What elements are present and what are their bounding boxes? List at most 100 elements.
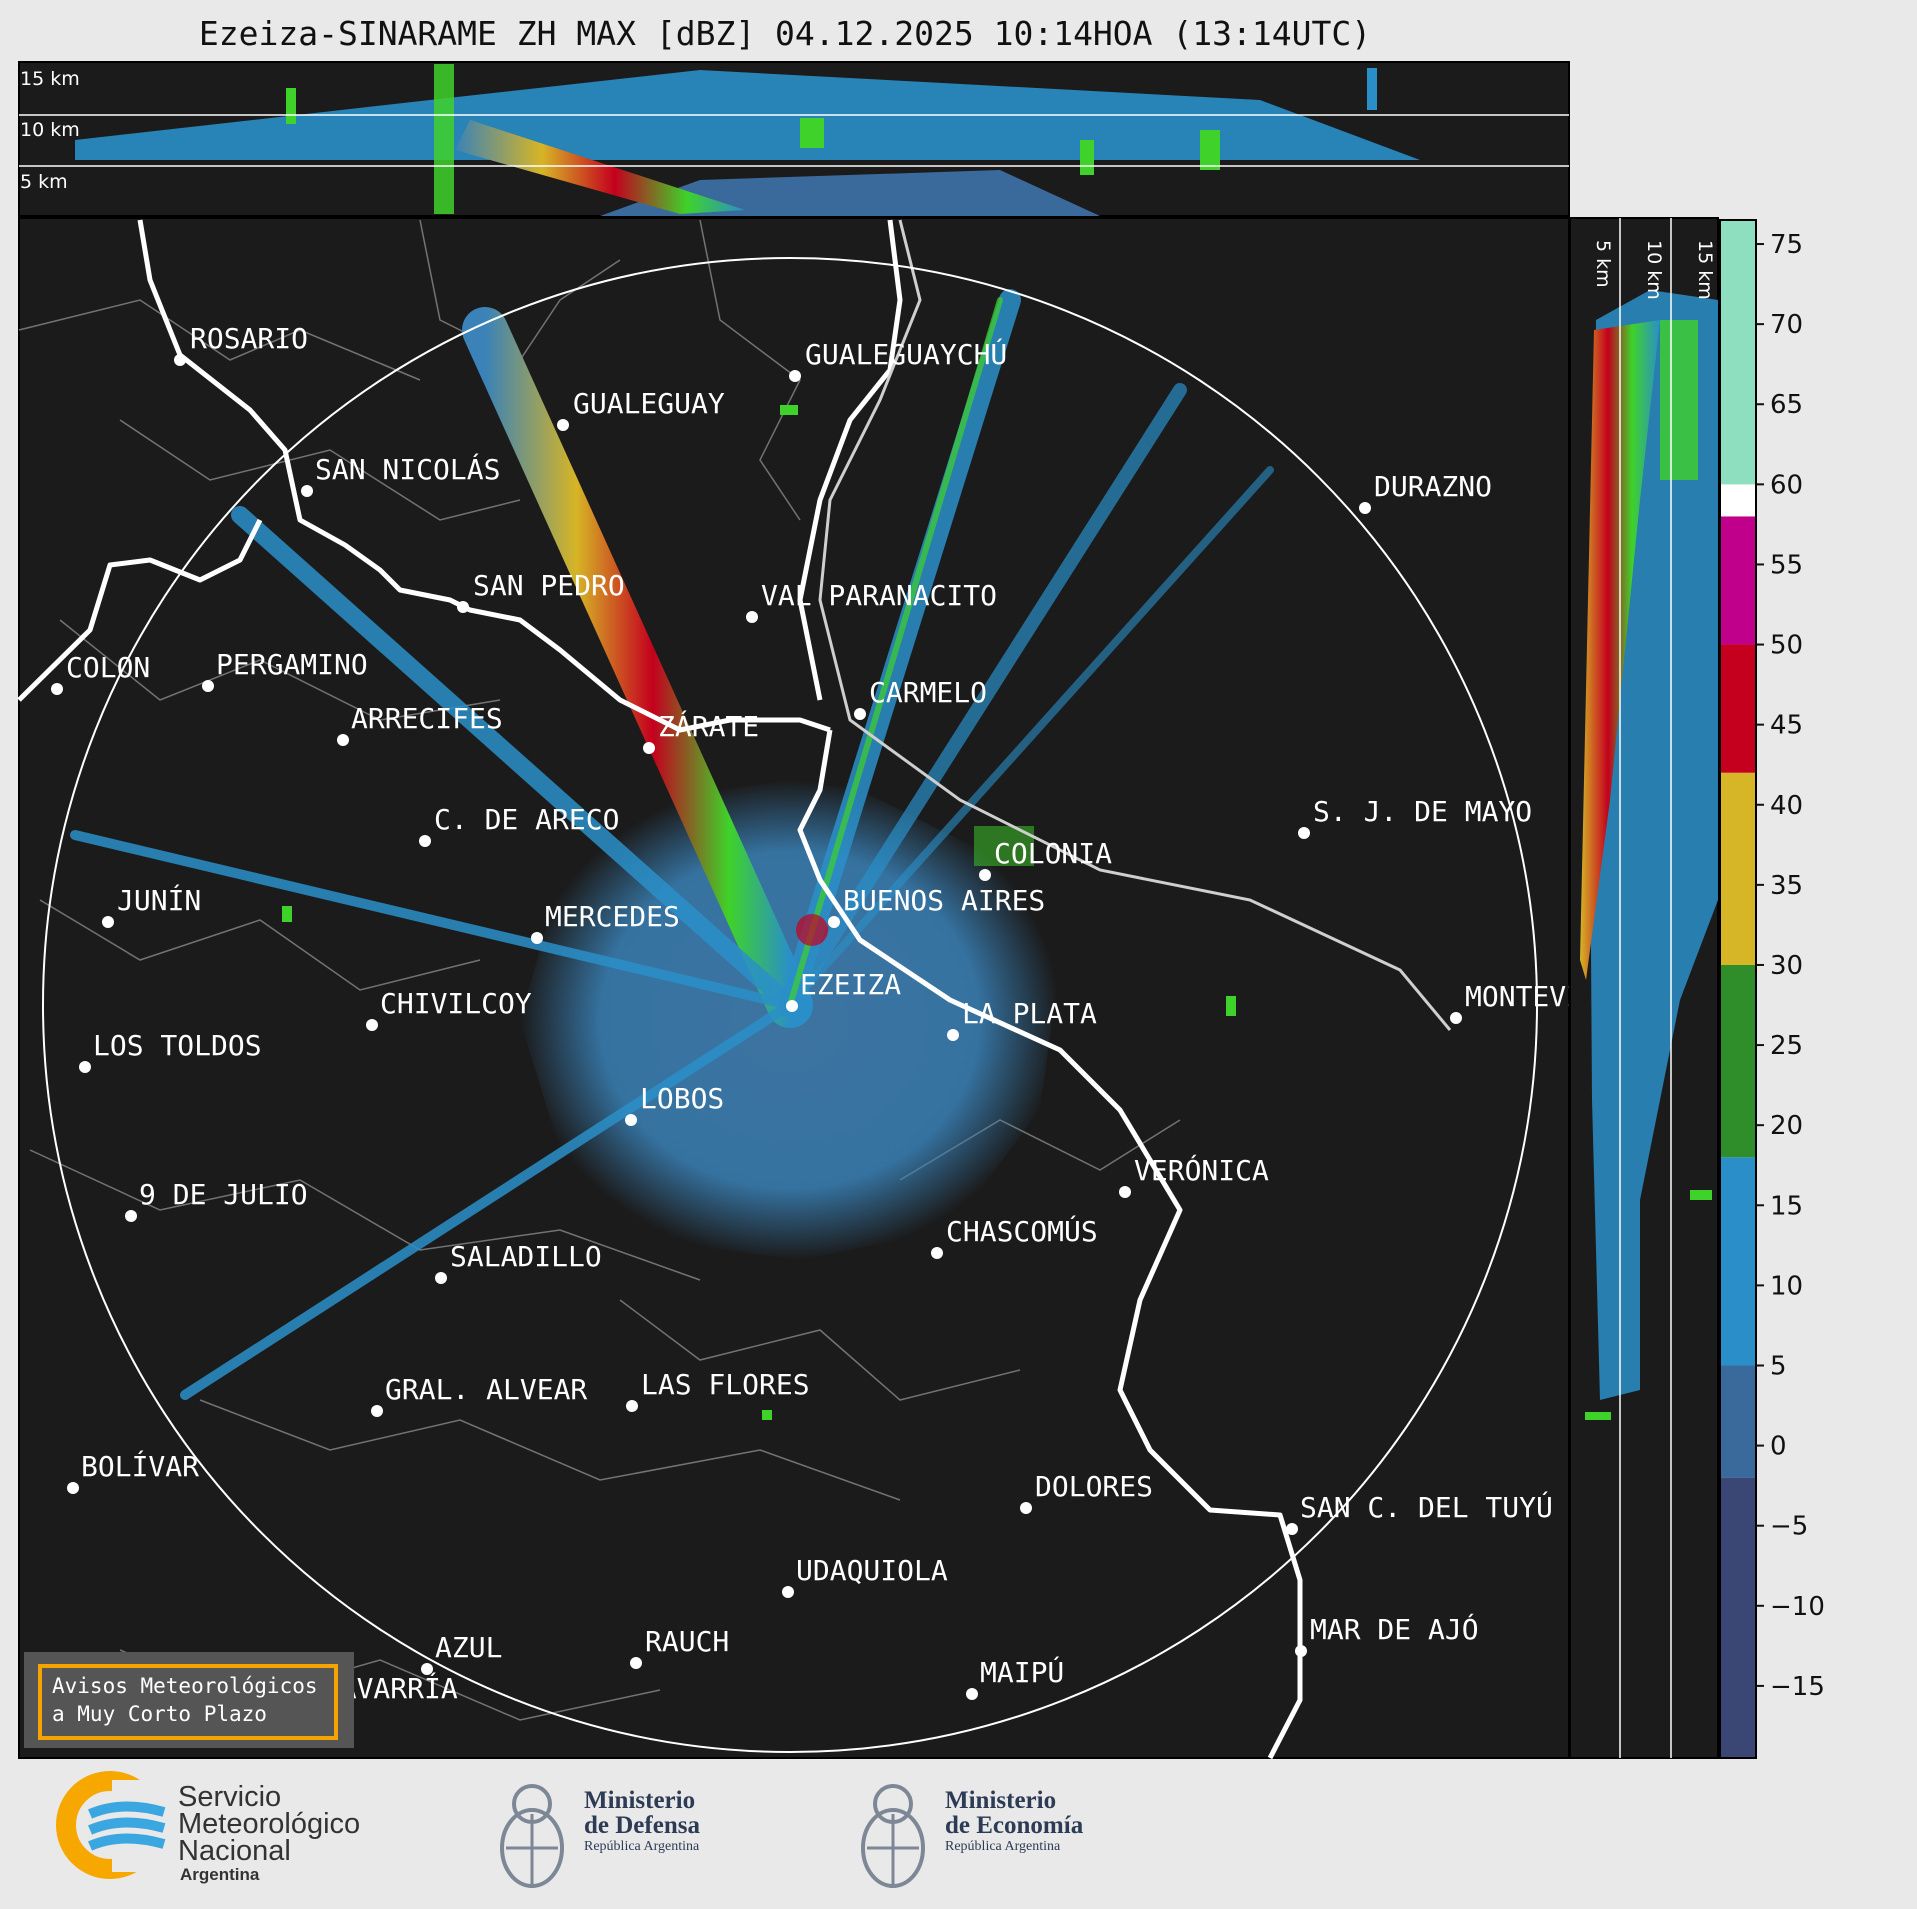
- warning-line-2: a Muy Corto Plazo: [52, 1702, 267, 1726]
- admin-boundaries: [18, 219, 1181, 1721]
- colorbar-band-2: [1720, 1157, 1756, 1366]
- svg-text:MAR DE AJÓ: MAR DE AJÓ: [1310, 1612, 1479, 1646]
- defensa-sub: República Argentina: [584, 1839, 700, 1854]
- small-echo-cells: [282, 405, 1236, 1420]
- warning-banner[interactable]: Avisos Meteorológicos a Muy Corto Plazo: [24, 1652, 354, 1748]
- radar-figure: 15 km 10 km 5 km: [17, 61, 1825, 1760]
- city-bolivar: BOLÍVAR: [67, 1449, 199, 1494]
- colorbar-tick-label: 65: [1770, 390, 1803, 420]
- main-map-panel: ROSARIO GUALEGUAYCHÚ GUALEGUAY SAN NICOL…: [17, 217, 1634, 1760]
- city-zarate: ZÁRATE: [643, 709, 759, 754]
- city-c-de-areco: C. DE ARECO: [419, 803, 619, 847]
- city-gral-alvear: GRAL. ALVEAR: [371, 1373, 587, 1417]
- colorbar-tick-label: 60: [1770, 470, 1803, 500]
- colorbar-tick-label: 45: [1770, 711, 1803, 741]
- svg-text:GRAL. ALVEAR: GRAL. ALVEAR: [385, 1373, 587, 1406]
- svg-text:DURAZNO: DURAZNO: [1374, 470, 1492, 503]
- colorbar-tick-label: 20: [1770, 1111, 1803, 1141]
- side-alt-label-10km: 10 km: [1643, 240, 1665, 300]
- colorbar-tick-label: 70: [1770, 310, 1803, 340]
- smn-line-3: Nacional: [178, 1835, 291, 1867]
- economia-line-2: de Economía: [945, 1812, 1084, 1839]
- coat-of-arms-icon: [500, 1784, 564, 1888]
- smn-line-2: Meteorológico: [178, 1808, 361, 1840]
- city-la-plata: LA PLATA: [947, 997, 1097, 1041]
- colorbar-band-3: [1720, 964, 1756, 1158]
- river-uruguay: [818, 219, 1452, 1031]
- svg-text:BUENOS AIRES: BUENOS AIRES: [843, 884, 1045, 917]
- colorbar-band-6: [1720, 516, 1756, 645]
- colorbar-tick-label: 75: [1770, 230, 1803, 260]
- colorbar-tick-label: −5: [1770, 1512, 1808, 1542]
- svg-text:SAN PEDRO: SAN PEDRO: [473, 569, 625, 602]
- svg-text:CHASCOMÚS: CHASCOMÚS: [946, 1214, 1098, 1248]
- svg-text:VERÓNICA: VERÓNICA: [1134, 1153, 1269, 1187]
- warning-banner-border: Avisos Meteorológicos a Muy Corto Plazo: [38, 1664, 338, 1740]
- svg-text:SAN NICOLÁS: SAN NICOLÁS: [315, 452, 500, 486]
- side-alt-label-15km: 15 km: [1694, 240, 1716, 300]
- city-colonia: COLONIA: [979, 837, 1112, 881]
- defensa-line-2: de Defensa: [584, 1812, 700, 1839]
- top-alt-label-10km: 10 km: [20, 119, 80, 141]
- city-colon: COLON: [51, 651, 150, 695]
- city-9-de-julio: 9 DE JULIO: [125, 1178, 308, 1222]
- city-rauch: RAUCH: [630, 1625, 729, 1669]
- svg-text:9 DE JULIO: 9 DE JULIO: [139, 1178, 308, 1211]
- city-maipu: MAIPÚ: [966, 1655, 1064, 1700]
- svg-text:COLONIA: COLONIA: [994, 837, 1112, 870]
- colorbar-tick-label: 15: [1770, 1191, 1803, 1221]
- city-san-nicolas: SAN NICOLÁS: [301, 452, 500, 497]
- defensa-line-1: Ministerio: [584, 1787, 696, 1814]
- city-chascomus: CHASCOMÚS: [931, 1214, 1098, 1259]
- city-gualeguaychu: GUALEGUAYCHÚ: [789, 337, 1007, 382]
- svg-text:LAS FLORES: LAS FLORES: [641, 1368, 810, 1401]
- top-cross-section-panel: 15 km 10 km 5 km: [18, 61, 1570, 217]
- radial-streaks: [70, 289, 1274, 1400]
- colorbar-band-4: [1720, 772, 1756, 965]
- colorbar-tick-label: −15: [1770, 1672, 1825, 1702]
- svg-text:ARRECIFES: ARRECIFES: [351, 702, 503, 735]
- city-san-c-del-tuyu: SAN C. DEL TUYÚ: [1286, 1490, 1553, 1535]
- svg-text:C. DE ARECO: C. DE ARECO: [434, 803, 619, 836]
- svg-text:ROSARIO: ROSARIO: [190, 322, 308, 355]
- defensa-logo: Ministerio de Defensa República Argentin…: [492, 1774, 752, 1894]
- side-cross-section-panel: 5 km 10 km 15 km: [1569, 217, 1719, 1759]
- svg-text:EZEIZA: EZEIZA: [800, 968, 901, 1001]
- svg-text:GUALEGUAYCHÚ: GUALEGUAYCHÚ: [805, 337, 1007, 371]
- coastlines-rivers: [17, 219, 1303, 1760]
- colorbar-tick-label: 5: [1770, 1351, 1787, 1381]
- city-carmelo: CARMELO: [854, 676, 987, 720]
- colorbar-tick-label: 30: [1770, 951, 1803, 981]
- svg-text:LOBOS: LOBOS: [640, 1082, 724, 1115]
- city-mar-de-ajo: MAR DE AJÓ: [1295, 1612, 1479, 1657]
- city-mercedes: MERCEDES: [531, 900, 680, 944]
- range-ring: [42, 257, 1538, 1753]
- colorbar-tick-label: 55: [1770, 550, 1803, 580]
- city-arrecifes: ARRECIFES: [337, 702, 503, 746]
- top-strong-echo: [455, 120, 745, 214]
- city-durazno: DURAZNO: [1359, 470, 1492, 514]
- colorbar-tick-label: 35: [1770, 871, 1803, 901]
- city-rosario: ROSARIO: [174, 322, 308, 366]
- smn-emblem-icon: [56, 1771, 172, 1879]
- coat-of-arms-icon: [861, 1784, 925, 1888]
- colorbar-band-1: [1720, 1365, 1756, 1478]
- top-alt-label-15km: 15 km: [20, 68, 80, 90]
- svg-text:PERGAMINO: PERGAMINO: [216, 648, 368, 681]
- colorbar-band-7: [1720, 484, 1756, 517]
- city-veronica: VERÓNICA: [1119, 1153, 1269, 1198]
- svg-text:CHIVILCOY: CHIVILCOY: [380, 987, 532, 1020]
- warning-line-1: Avisos Meteorológicos: [52, 1674, 318, 1698]
- city-gualeguay: GUALEGUAY: [557, 387, 725, 431]
- smn-line-1: Servicio: [178, 1781, 282, 1813]
- colorbar-band-8: [1720, 220, 1756, 485]
- city-buenos-aires: BUENOS AIRES: [828, 884, 1045, 928]
- svg-text:MAIPÚ: MAIPÚ: [980, 1655, 1064, 1689]
- colorbar-bands: [1720, 220, 1756, 1758]
- city-saladillo: SALADILLO: [435, 1240, 602, 1284]
- chart-title: Ezeiza-SINARAME ZH MAX [dBZ] 04.12.2025 …: [198, 14, 1372, 53]
- svg-text:SALADILLO: SALADILLO: [450, 1240, 602, 1273]
- city-udaquiola: UDAQUIOLA: [782, 1554, 948, 1598]
